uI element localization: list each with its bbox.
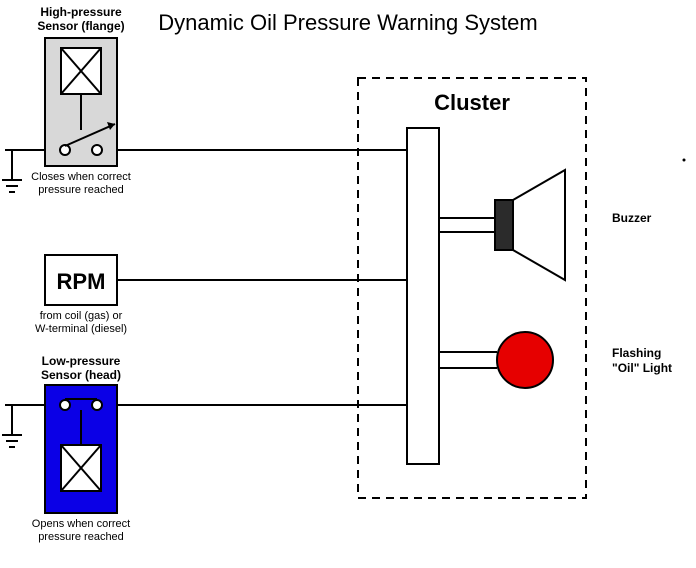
- buzzer-body: [495, 200, 513, 250]
- light-label-1: Flashing: [612, 346, 661, 360]
- hp-label-2: Sensor (flange): [37, 19, 124, 33]
- lp-note-2: pressure reached: [38, 531, 124, 543]
- light-label-2: "Oil" Light: [612, 361, 672, 375]
- page-title: Dynamic Oil Pressure Warning System: [158, 10, 537, 35]
- cluster-label: Cluster: [434, 90, 510, 115]
- lp-contact-right: [92, 400, 102, 410]
- buzzer-label: Buzzer: [612, 211, 652, 225]
- cluster-box: [358, 78, 586, 498]
- hp-note-2: pressure reached: [38, 184, 124, 196]
- lp-label-1: Low-pressure: [42, 354, 121, 368]
- rpm-label: RPM: [57, 269, 106, 294]
- hp-note-1: Closes when correct: [31, 171, 131, 183]
- hp-label-1: High-pressure: [40, 5, 122, 19]
- rpm-note-2: W-terminal (diesel): [35, 323, 127, 335]
- lp-note-1: Opens when correct: [32, 518, 130, 530]
- buzzer-horn: [513, 170, 565, 280]
- oil-light: [497, 332, 553, 388]
- lp-contact-left: [60, 400, 70, 410]
- hp-contact-left: [60, 145, 70, 155]
- controller-box: [407, 128, 439, 464]
- hp-contact-right: [92, 145, 102, 155]
- rpm-note-1: from coil (gas) or: [40, 310, 123, 322]
- lp-label-2: Sensor (head): [41, 368, 121, 382]
